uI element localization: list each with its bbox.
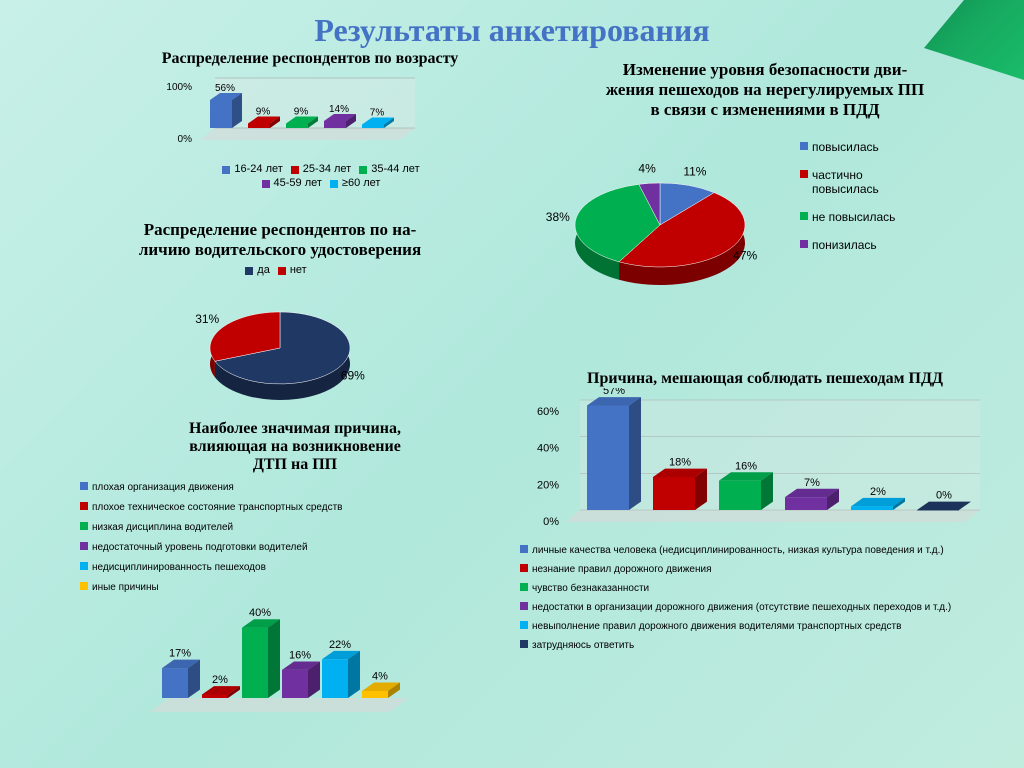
- svg-text:0%: 0%: [936, 490, 952, 502]
- svg-text:40%: 40%: [537, 443, 559, 455]
- svg-text:11%: 11%: [683, 164, 706, 178]
- svg-text:9%: 9%: [256, 107, 271, 118]
- svg-text:0%: 0%: [543, 516, 559, 528]
- svg-text:9%: 9%: [294, 107, 309, 118]
- chart3-svg: 11% 47% 38% 4%: [520, 140, 800, 300]
- chart4-block: Наиболее значимая причина, влияющая на в…: [80, 420, 510, 735]
- svg-text:18%: 18%: [669, 457, 691, 469]
- svg-text:100%: 100%: [166, 82, 192, 93]
- svg-text:2%: 2%: [870, 486, 886, 498]
- svg-text:57%: 57%: [603, 388, 625, 397]
- chart3-block: Изменение уровня безопасности дви- жения…: [520, 60, 1010, 300]
- chart1-svg: 0% 100% 56% 9% 9% 14% 7%: [140, 68, 470, 158]
- chart5-svg: 0% 20% 40% 60% 57% 18% 16% 7% 2% 0%: [510, 388, 990, 538]
- chart2-title: Распределение респондентов по на- личию …: [60, 220, 500, 260]
- svg-text:7%: 7%: [804, 477, 820, 489]
- svg-text:0%: 0%: [178, 134, 193, 145]
- svg-text:31%: 31%: [195, 312, 219, 326]
- svg-text:7%: 7%: [370, 108, 385, 119]
- chart1-title: Распределение респондентов по возрасту: [100, 50, 520, 68]
- svg-text:2%: 2%: [212, 674, 228, 686]
- chart4-title: Наиболее значимая причина, влияющая на в…: [80, 420, 510, 474]
- page-title: Результаты анкетирования: [0, 0, 1024, 49]
- svg-text:40%: 40%: [249, 607, 271, 619]
- chart5-block: Причина, мешающая соблюдать пешеходам ПД…: [510, 370, 1020, 657]
- chart2-block: Распределение респондентов по на- личию …: [60, 220, 500, 408]
- svg-text:17%: 17%: [169, 648, 191, 660]
- chart5-legend: личные качества человека (недисциплиниро…: [520, 543, 1020, 653]
- chart5-title: Причина, мешающая соблюдать пешеходам ПД…: [510, 370, 1020, 388]
- svg-text:4%: 4%: [638, 162, 656, 176]
- chart2-legend: данет: [60, 264, 500, 278]
- svg-text:38%: 38%: [546, 210, 570, 224]
- svg-text:47%: 47%: [733, 249, 757, 263]
- svg-text:4%: 4%: [372, 671, 388, 683]
- chart1-block: Распределение респондентов по возрасту 0…: [100, 50, 520, 191]
- chart4-svg: 17% 2% 40% 16% 22% 4%: [110, 600, 450, 730]
- chart4-legend: плохая организация движенияплохое технич…: [80, 480, 510, 596]
- svg-text:16%: 16%: [289, 649, 311, 661]
- svg-text:22%: 22%: [329, 639, 351, 651]
- svg-text:14%: 14%: [329, 104, 349, 115]
- chart3-legend: повысиласьчастично повысиласьне повысила…: [800, 140, 922, 300]
- svg-text:60%: 60%: [537, 406, 559, 418]
- svg-text:20%: 20%: [537, 479, 559, 491]
- svg-text:16%: 16%: [735, 460, 757, 472]
- chart3-title: Изменение уровня безопасности дви- жения…: [520, 60, 1010, 120]
- chart2-svg: 69% 31%: [150, 278, 410, 408]
- svg-text:69%: 69%: [341, 368, 365, 382]
- svg-text:56%: 56%: [215, 83, 235, 94]
- chart1-legend: 16-24 лет25-34 лет35-44 лет45-59 лет≥60 …: [130, 163, 520, 191]
